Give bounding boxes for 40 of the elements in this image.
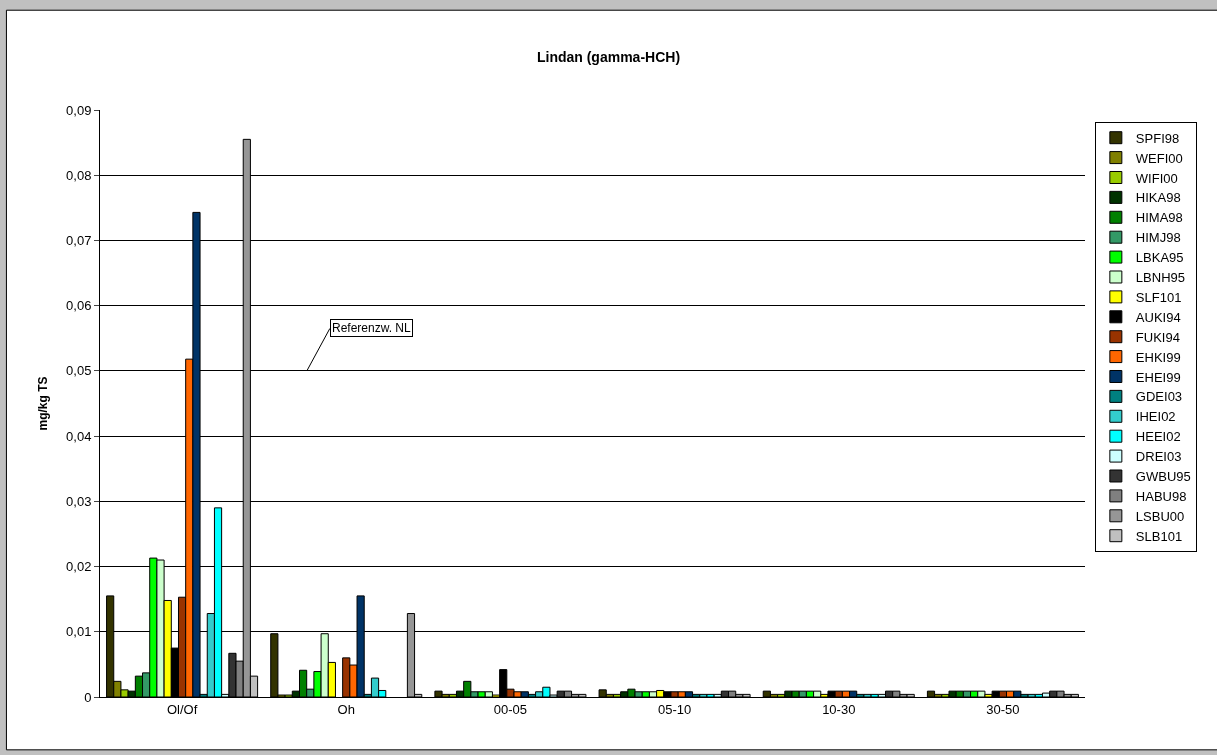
y-tick-label: 0,04 [66, 428, 92, 444]
x-tick-label: Oh [337, 701, 355, 717]
y-tick-label: 0,03 [66, 493, 92, 509]
chart-title: Lindan (gamma-HCH) [536, 48, 681, 65]
legend-label: AUKI94 [1135, 309, 1181, 325]
y-axis-title: mg/kg TS [36, 376, 51, 431]
x-tick-label: 30-50 [986, 701, 1020, 717]
legend-label: HIMA98 [1135, 210, 1183, 226]
y-tick-label: 0,08 [66, 167, 92, 183]
legend-label: HIKA98 [1135, 190, 1181, 206]
legend-label: EHKI99 [1135, 349, 1181, 365]
y-tick-label: 0,01 [66, 624, 92, 640]
annotation: Referenzw. NL [332, 321, 412, 335]
x-tick-label: Ol/Of [166, 701, 198, 717]
legend-label: LSBU00 [1135, 508, 1185, 524]
y-tick-label: 0,09 [66, 102, 92, 118]
legend-label: FUKI94 [1135, 329, 1180, 345]
legend-label: LBNH95 [1135, 270, 1185, 286]
legend-label: HEEI02 [1135, 429, 1181, 445]
legend-label: HIMJ98 [1135, 230, 1181, 246]
y-tick-label: 0 [84, 689, 92, 705]
legend-label: DREI03 [1135, 449, 1182, 465]
legend-label: GWBU95 [1135, 469, 1191, 485]
legend-label: WEFI00 [1135, 150, 1183, 166]
legend-label: GDEI03 [1135, 389, 1183, 405]
x-tick-label: 05-10 [657, 701, 692, 717]
legend-label: SLF101 [1135, 289, 1182, 305]
y-tick-label: 0,02 [66, 559, 92, 575]
x-tick-label: 10-30 [822, 701, 856, 717]
legend-label: IHEI02 [1135, 409, 1176, 425]
legend-label: WIFI00 [1135, 170, 1178, 186]
y-tick-label: 0,05 [66, 363, 92, 379]
legend-label: SLB101 [1135, 528, 1183, 544]
legend-label: SPFI98 [1135, 130, 1180, 146]
legend-label: EHEI99 [1135, 369, 1181, 385]
y-tick-label: 0,06 [66, 298, 92, 314]
x-tick-label: 00-05 [493, 701, 528, 717]
legend-label: HABU98 [1135, 488, 1187, 504]
y-tick-label: 0,07 [66, 232, 92, 248]
legend-label: LBKA95 [1135, 250, 1184, 266]
